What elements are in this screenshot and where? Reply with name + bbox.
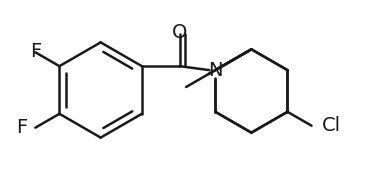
Text: Cl: Cl bbox=[321, 116, 341, 135]
Text: N: N bbox=[208, 61, 222, 80]
Text: F: F bbox=[30, 42, 41, 61]
Text: O: O bbox=[172, 23, 187, 42]
Text: F: F bbox=[16, 118, 28, 137]
